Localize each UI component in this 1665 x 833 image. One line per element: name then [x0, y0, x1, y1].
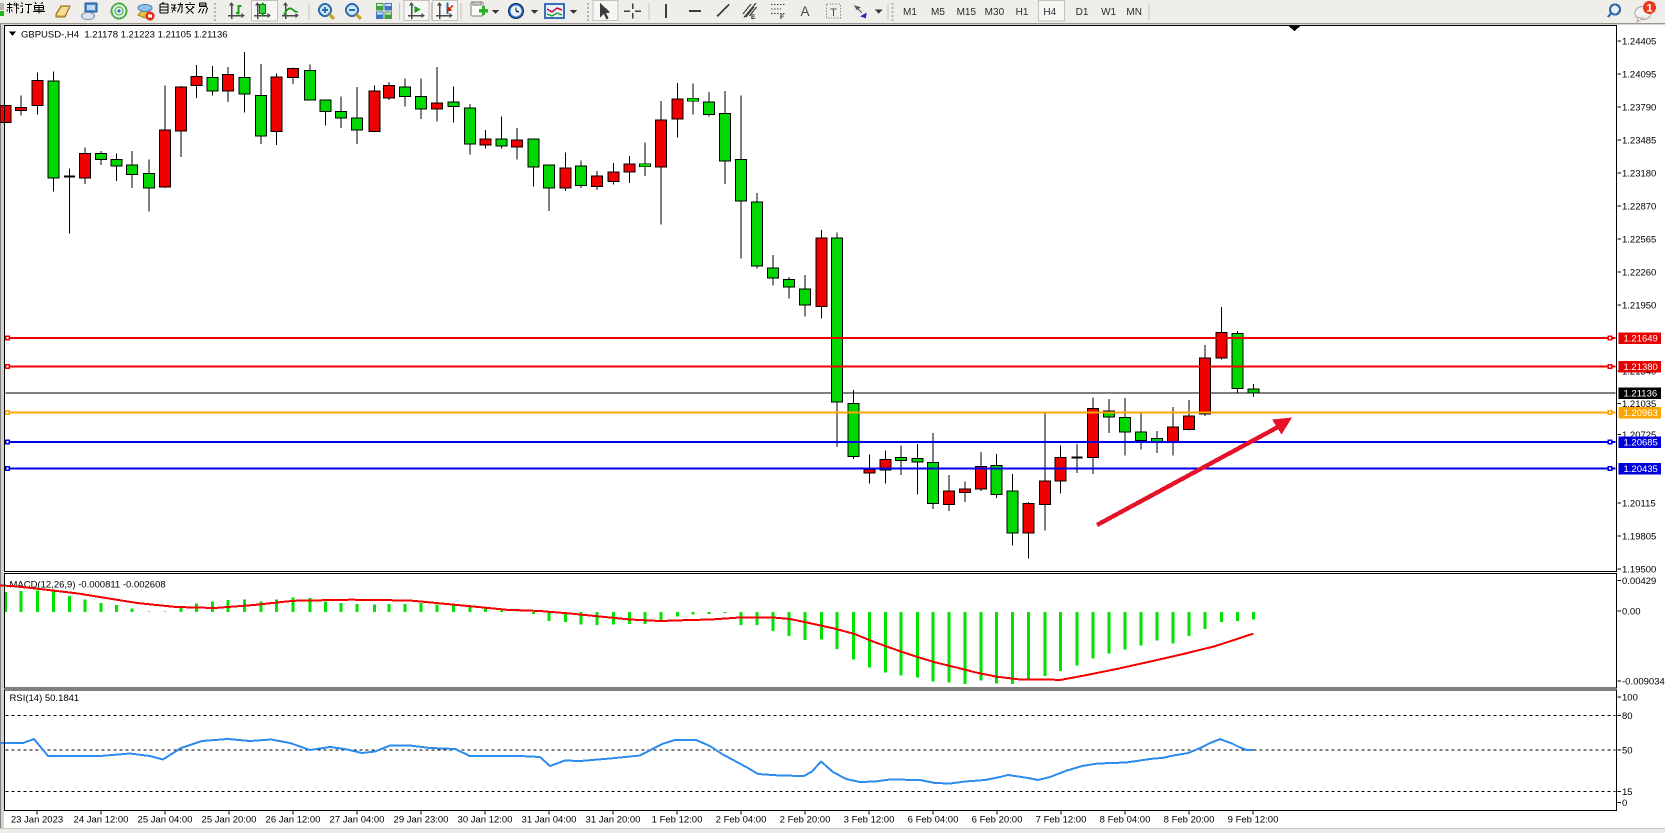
svg-text:1.22565: 1.22565: [1622, 235, 1656, 246]
svg-text:80: 80: [1622, 711, 1633, 722]
svg-text:23 Jan 2023: 23 Jan 2023: [11, 815, 63, 826]
svg-text:1: 1: [1646, 3, 1652, 15]
svg-text:2 Feb 04:00: 2 Feb 04:00: [716, 815, 767, 826]
svg-text:1.20685: 1.20685: [1624, 438, 1658, 449]
svg-text:M1: M1: [903, 7, 917, 18]
svg-text:MN: MN: [1126, 7, 1142, 18]
svg-text:8 Feb 04:00: 8 Feb 04:00: [1100, 815, 1151, 826]
svg-text:GBPUSD-,H4 1.21178 1.21223 1.: GBPUSD-,H4 1.21178 1.21223 1.21105 1.211…: [21, 30, 228, 41]
svg-text:25 Jan 20:00: 25 Jan 20:00: [202, 815, 257, 826]
svg-text:1.21136: 1.21136: [1624, 389, 1658, 400]
svg-text:M5: M5: [931, 7, 945, 18]
svg-text:0.00429: 0.00429: [1622, 576, 1656, 587]
svg-text:15: 15: [1622, 787, 1633, 798]
svg-text:1.23790: 1.23790: [1622, 103, 1656, 114]
svg-text:31 Jan 04:00: 31 Jan 04:00: [522, 815, 577, 826]
svg-text:1.23485: 1.23485: [1622, 136, 1656, 147]
svg-text:1.19805: 1.19805: [1622, 532, 1656, 543]
svg-text:1.21649: 1.21649: [1624, 334, 1658, 345]
svg-text:29 Jan 23:00: 29 Jan 23:00: [394, 815, 449, 826]
svg-text:M15: M15: [957, 7, 977, 18]
svg-text:1.24095: 1.24095: [1622, 70, 1656, 81]
svg-text:1.19500: 1.19500: [1622, 565, 1656, 576]
svg-text:H1: H1: [1016, 7, 1029, 18]
svg-text:9 Feb 12:00: 9 Feb 12:00: [1228, 815, 1279, 826]
svg-text:1.22260: 1.22260: [1622, 268, 1656, 279]
svg-text:D1: D1: [1076, 7, 1089, 18]
svg-text:6 Feb 04:00: 6 Feb 04:00: [908, 815, 959, 826]
svg-text:1.22870: 1.22870: [1622, 202, 1656, 213]
svg-text:M30: M30: [985, 7, 1005, 18]
svg-text:H4: H4: [1043, 7, 1056, 18]
svg-text:50: 50: [1622, 746, 1633, 757]
svg-text:1.20115: 1.20115: [1622, 499, 1656, 510]
svg-text:RSI(14) 50.1841: RSI(14) 50.1841: [10, 693, 80, 704]
svg-text:A: A: [800, 4, 809, 19]
svg-text:1.20725: 1.20725: [1622, 430, 1656, 441]
svg-text:1.20435: 1.20435: [1624, 464, 1658, 475]
svg-text:3 Feb 12:00: 3 Feb 12:00: [844, 815, 895, 826]
svg-text:25 Jan 04:00: 25 Jan 04:00: [138, 815, 193, 826]
svg-text:-0.009034: -0.009034: [1622, 677, 1665, 688]
svg-text:W1: W1: [1101, 7, 1116, 18]
svg-text:1.21380: 1.21380: [1624, 362, 1658, 373]
svg-text:1.21950: 1.21950: [1622, 301, 1656, 312]
svg-text:2 Feb 20:00: 2 Feb 20:00: [780, 815, 831, 826]
svg-text:1.23180: 1.23180: [1622, 169, 1656, 180]
svg-text:30 Jan 12:00: 30 Jan 12:00: [458, 815, 513, 826]
svg-text:E: E: [751, 14, 756, 21]
svg-text:F: F: [780, 14, 784, 21]
svg-text:27 Jan 04:00: 27 Jan 04:00: [330, 815, 385, 826]
svg-text:0: 0: [1622, 798, 1627, 809]
svg-text:1 Feb 12:00: 1 Feb 12:00: [652, 815, 703, 826]
svg-text:1.20963: 1.20963: [1624, 408, 1658, 419]
svg-text:24 Jan 12:00: 24 Jan 12:00: [74, 815, 129, 826]
svg-text:1.24405: 1.24405: [1622, 37, 1656, 48]
svg-text:T: T: [830, 7, 837, 19]
svg-text:0.00: 0.00: [1622, 607, 1641, 618]
svg-text:6 Feb 20:00: 6 Feb 20:00: [972, 815, 1023, 826]
svg-text:26 Jan 12:00: 26 Jan 12:00: [266, 815, 321, 826]
svg-text:100: 100: [1622, 693, 1638, 704]
svg-text:31 Jan 20:00: 31 Jan 20:00: [586, 815, 641, 826]
svg-text:MACD(12,26,9) -0.000811 -0.002: MACD(12,26,9) -0.000811 -0.002608: [10, 580, 166, 591]
svg-text:7 Feb 12:00: 7 Feb 12:00: [1036, 815, 1087, 826]
svg-text:8 Feb 20:00: 8 Feb 20:00: [1164, 815, 1215, 826]
svg-text:1.21035: 1.21035: [1622, 399, 1656, 410]
